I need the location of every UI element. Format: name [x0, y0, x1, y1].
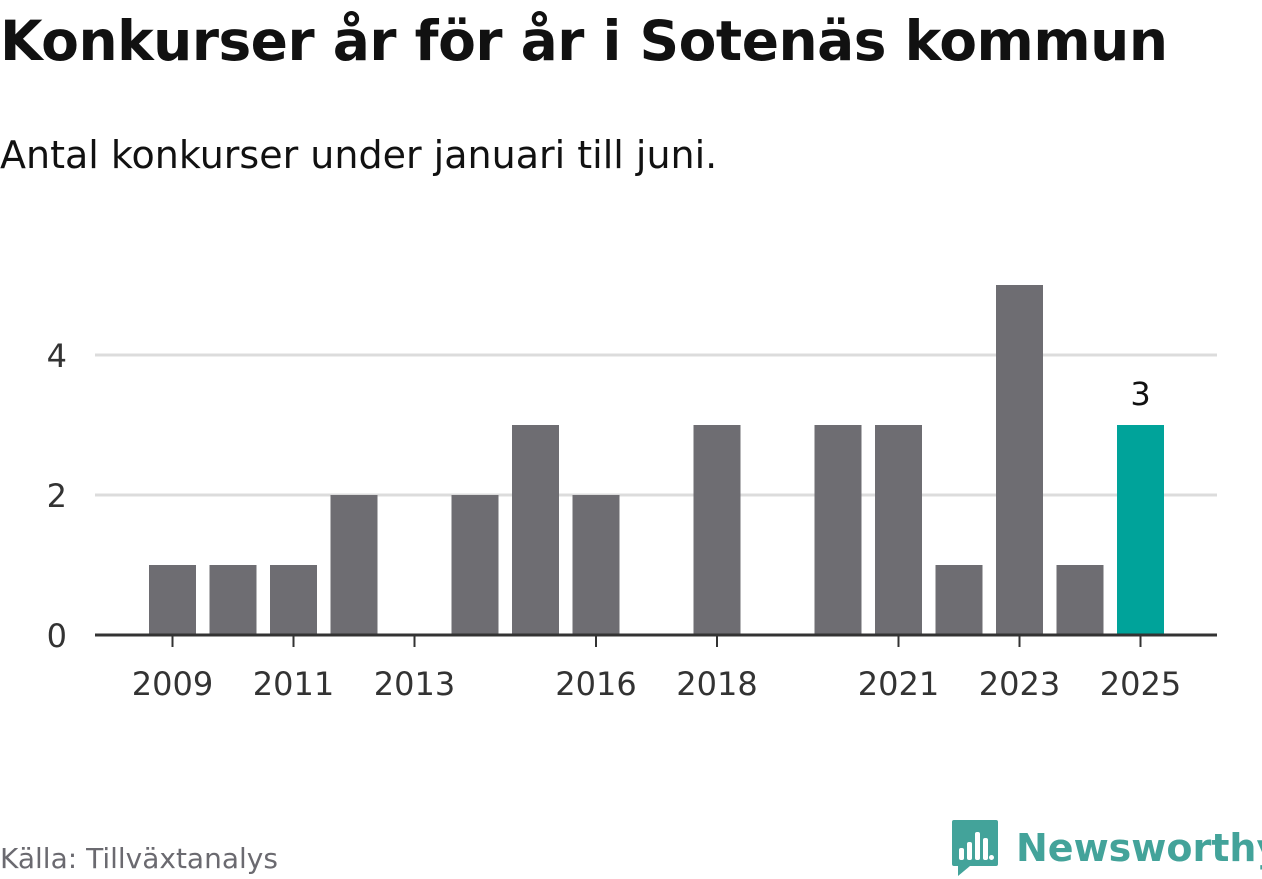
x-tick-label: 2016	[555, 665, 636, 703]
x-tick-label: 2025	[1100, 665, 1181, 703]
bars	[149, 285, 1164, 635]
x-tick-label: 2011	[253, 665, 334, 703]
chart-subtitle: Antal konkurser under januari till juni.	[0, 133, 718, 177]
bar-2022	[935, 565, 983, 635]
bar-2009	[149, 565, 196, 635]
bar-2012	[330, 495, 378, 635]
x-tick-label: 2009	[132, 665, 213, 703]
brand-name: Newsworthy	[1016, 826, 1262, 870]
y-tick-label: 0	[47, 617, 67, 655]
x-tick-label: 2021	[858, 665, 939, 703]
chart-title: Konkurser år för år i Sotenäs kommun	[0, 9, 1168, 73]
source-note: Källa: Tillväxtanalys	[0, 842, 278, 875]
y-axis-tick-labels: 0 2 4	[47, 337, 67, 655]
bar-2018	[693, 425, 741, 635]
bar-2016	[572, 495, 620, 635]
bar-2014	[451, 495, 499, 635]
data-label-2025: 3	[1130, 375, 1150, 413]
x-tick-label: 2023	[979, 665, 1060, 703]
bar-2025	[1117, 425, 1164, 635]
x-tick-label: 2013	[374, 665, 455, 703]
bar-2023	[996, 285, 1043, 635]
bar-2024	[1056, 565, 1104, 635]
x-axis-ticks: 2009 2011 2013 2016 2018 2021 2023 2025	[132, 635, 1181, 703]
brand-logo: Newsworthy	[950, 818, 1262, 878]
bar-2020	[814, 425, 862, 635]
bar-2011	[270, 565, 317, 635]
bar-2010	[209, 565, 257, 635]
bar-2015	[512, 425, 559, 635]
bar-2021	[875, 425, 922, 635]
y-tick-label: 4	[47, 337, 67, 375]
y-tick-label: 2	[47, 477, 67, 515]
data-labels: 3	[1130, 375, 1150, 413]
x-tick-label: 2018	[676, 665, 757, 703]
newsworthy-logo-icon	[952, 820, 998, 876]
gridlines	[95, 353, 1217, 497]
